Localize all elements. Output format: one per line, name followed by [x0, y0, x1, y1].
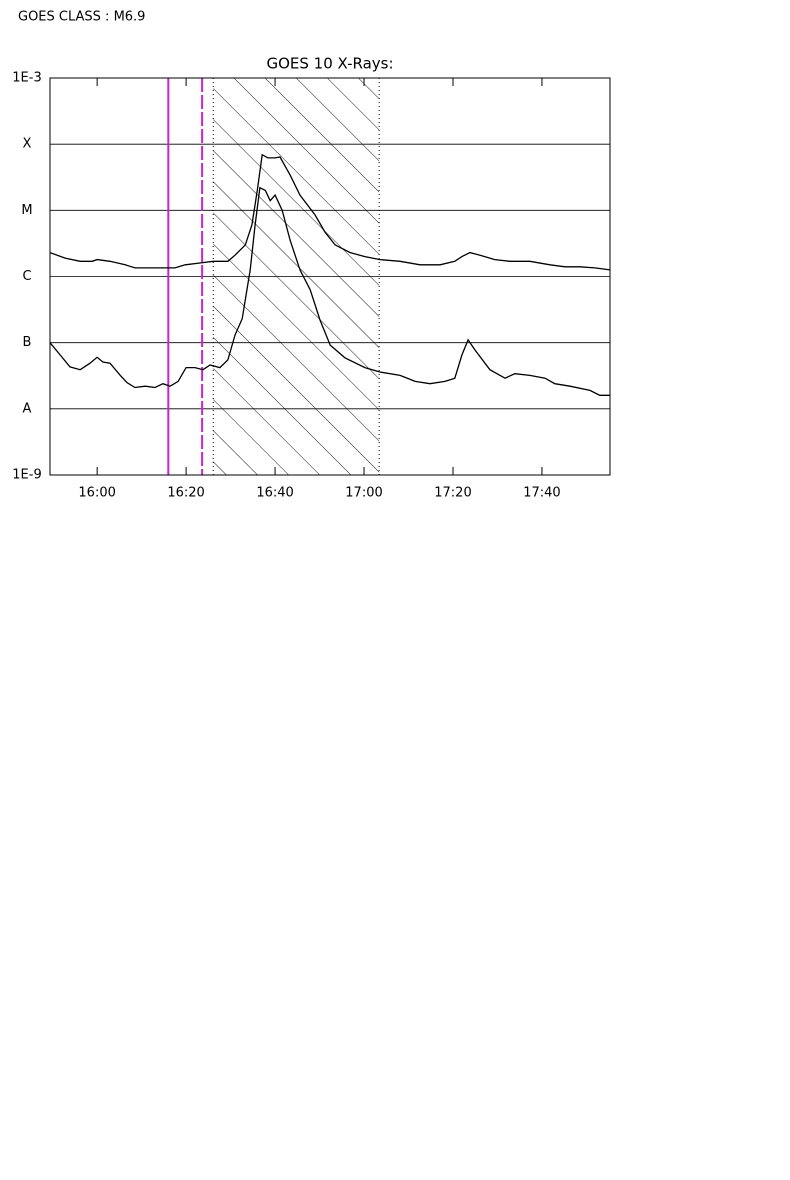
x-tick-label: 17:40 [523, 486, 560, 501]
goes-class: GOES CLASS : M6.9 [18, 10, 145, 25]
y-tick-label: M [21, 203, 32, 218]
y-tick-label: C [22, 269, 31, 284]
x-tick-label: 16:00 [78, 486, 115, 501]
x-tick-label: 17:20 [434, 486, 471, 501]
y-tick-label: B [23, 335, 32, 350]
x-tick-label: 16:20 [167, 486, 204, 501]
plot: 1E-9 A B C M X 1E-3 16:00 16:20 16:40 17:00 17:20 17… [12, 71, 610, 501]
x-tick-label: 16:40 [256, 486, 293, 501]
y-tick-label: 1E-3 [12, 71, 41, 86]
y-tick-label: A [23, 401, 32, 416]
y-tick-label: X [23, 137, 32, 152]
series-line [50, 153, 610, 271]
y-tick-label: 1E-9 [12, 468, 41, 483]
x-tick-label: 17:00 [345, 486, 382, 501]
series-line [50, 186, 610, 396]
chart-title: GOES 10 X-Rays: [266, 55, 393, 73]
plot-frame [49, 77, 611, 476]
